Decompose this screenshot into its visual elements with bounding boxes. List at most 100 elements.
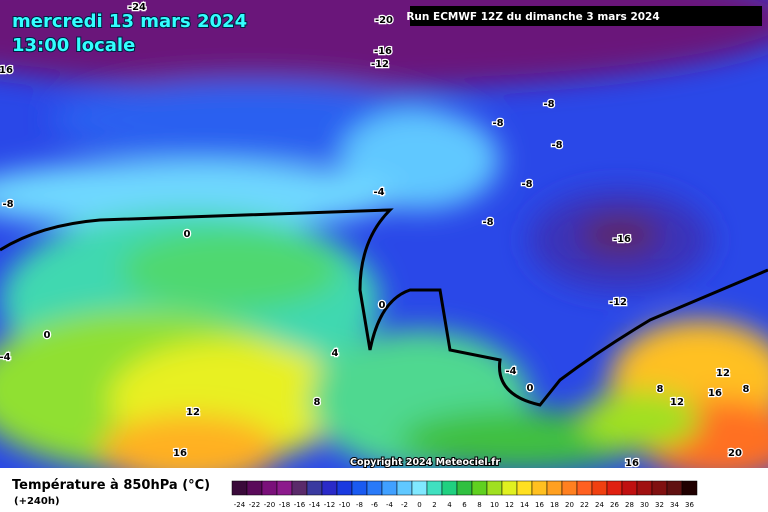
contour-label: -4: [373, 187, 384, 198]
scale-label: 12: [505, 501, 514, 509]
contour-label: -12: [371, 59, 389, 70]
color-scale: -24 -22 -20 -18 -16 -14 -12 -10 -8 -6 -4 -2 0 2 4 6 8 10 1…: [231, 480, 698, 509]
contour-label: -8: [482, 217, 493, 228]
scale-swatch: [561, 480, 578, 496]
scale-label: 10: [490, 501, 499, 509]
scale-label: -18: [279, 501, 290, 509]
scale-swatch: [351, 480, 368, 496]
scale-label: 32: [655, 501, 664, 509]
copyright: Copyright 2024 Meteociel.fr: [350, 457, 500, 468]
scale-swatch: [336, 480, 353, 496]
scale-label: 22: [580, 501, 589, 509]
scale-swatch: [426, 480, 443, 496]
scale-label: -12: [324, 501, 335, 509]
map: [0, 0, 768, 468]
scale-label: 4: [447, 501, 452, 509]
contour-label: 12: [716, 368, 730, 379]
scale-swatch: [396, 480, 413, 496]
scale-label: -4: [386, 501, 394, 509]
scale-label: -2: [401, 501, 408, 509]
scale-label: 6: [462, 501, 467, 509]
scale-swatch: [531, 480, 548, 496]
scale-label: -24: [234, 501, 246, 509]
scale-swatch: [591, 480, 608, 496]
scale-label: -6: [371, 501, 379, 509]
scale-swatch: [261, 480, 278, 496]
scale-label: 0: [417, 501, 421, 509]
scale-label: -14: [309, 501, 321, 509]
contour-label: 12: [186, 407, 200, 418]
contour-label: -4: [505, 366, 516, 377]
scale-label: 20: [565, 501, 574, 509]
contour-label: -20: [375, 15, 393, 26]
scale-swatch: [501, 480, 518, 496]
scale-swatch: [366, 480, 383, 496]
contour-label: 4: [332, 348, 339, 359]
contour-label: 0: [184, 229, 191, 240]
scale-label: 30: [640, 501, 649, 509]
scale-label: -10: [339, 501, 350, 509]
contour-label: -8: [492, 118, 503, 129]
legend-subtitle: (+240h): [14, 496, 60, 507]
run-label: Run ECMWF 12Z du dimanche 3 mars 2024: [406, 11, 659, 23]
legend-title: Température à 850hPa (°C): [12, 478, 210, 493]
scale-label: 26: [610, 501, 619, 509]
scale-label: 16: [535, 501, 544, 509]
contour-label: -12: [609, 297, 627, 308]
scale-label: 14: [520, 501, 529, 509]
scale-swatch: [321, 480, 338, 496]
scale-label: 24: [595, 501, 604, 509]
scale-swatch: [666, 480, 683, 496]
scale-label: 28: [625, 501, 634, 509]
scale-swatch: [576, 480, 593, 496]
scale-label: -20: [264, 501, 275, 509]
scale-swatch: [516, 480, 533, 496]
scale-swatch: [276, 480, 293, 496]
scale-swatch: [291, 480, 308, 496]
contour-label: 16: [0, 65, 13, 76]
contour-label: 0: [527, 383, 534, 394]
contour-label: -4: [0, 352, 11, 363]
scale-swatch: [546, 480, 563, 496]
contour-label: 0: [379, 300, 386, 311]
scale-swatch: [606, 480, 623, 496]
contour-label: -8: [2, 199, 13, 210]
scale-swatch: [621, 480, 638, 496]
zero-isotherm: [0, 208, 768, 407]
contour-label: 12: [670, 397, 684, 408]
date-title: mercredi 13 mars 2024: [12, 11, 247, 32]
contour-label: -16: [613, 234, 631, 245]
scale-swatch: [306, 480, 323, 496]
contour-label: -8: [543, 99, 554, 110]
scale-swatch: [231, 480, 248, 496]
scale-label: 18: [550, 501, 559, 509]
contour-label: 0: [44, 330, 51, 341]
scale-label: -8: [356, 501, 363, 509]
contour-label: 8: [314, 397, 321, 408]
contour-label: 16: [708, 388, 722, 399]
scale-swatch: [486, 480, 503, 496]
run-box: [410, 6, 762, 26]
scale-swatch: [651, 480, 668, 496]
contour-label: 8: [657, 384, 664, 395]
scale-swatch: [246, 480, 263, 496]
scale-label: -16: [294, 501, 306, 509]
contour-label: -24: [128, 2, 146, 13]
scale-label: 8: [477, 501, 481, 509]
contour-label: 16: [173, 448, 187, 459]
scale-swatch: [636, 480, 653, 496]
contour-labels: -24 -20 -16 -12 16 -8 -8 -8 -8 -4 -8 -8 0 -16 -12 0 0 4 -4…: [0, 1, 751, 471]
contour-label: -16: [374, 46, 392, 57]
contour-label: 8: [743, 384, 750, 395]
scale-label: 36: [685, 501, 694, 509]
contour-label: -8: [521, 179, 532, 190]
scale-swatch: [441, 480, 458, 496]
contour-label: -8: [551, 140, 562, 151]
scale-label: 2: [432, 501, 436, 509]
scale-swatch: [471, 480, 488, 496]
scale-label: -22: [249, 501, 260, 509]
contour-label: 16: [625, 458, 639, 469]
scale-label: 34: [670, 501, 679, 509]
scale-swatch: [381, 480, 398, 496]
